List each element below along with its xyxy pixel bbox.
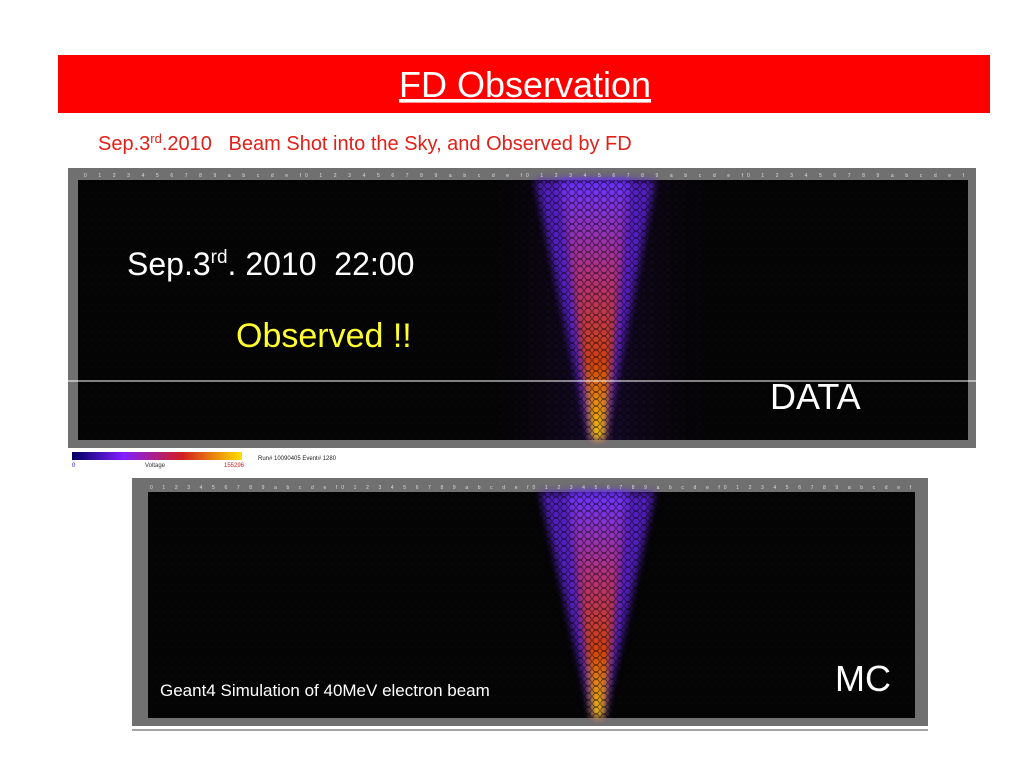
column-labels: 0 1 2 3 4 5 6 7 8 9 a b c d e f [341,485,529,491]
date-text: . 2010 22:00 [228,246,415,282]
subtitle: Sep.3rd.2010 Beam Shot into the Sky, and… [98,131,632,155]
panel-label: MC [835,658,891,699]
column-labels: 0 1 2 3 4 5 6 7 8 9 a b c d e f [724,485,912,491]
date-text: Sep.3 [127,246,211,282]
column-labels: 0 1 2 3 4 5 6 7 8 9 a b c d e f [526,173,744,179]
observed-label: Observed !! [236,317,412,355]
date-label: Sep.3rd. 2010 22:00 [127,246,414,282]
column-labels: 0 1 2 3 4 5 6 7 8 9 a b c d e f [305,173,523,179]
subtitle-text: Sep.3 [98,133,150,155]
column-labels: 0 1 2 3 4 5 6 7 8 9 a b c d e f [533,485,721,491]
subtitle-text: .2010 Beam Shot into the Sky, and Observ… [162,133,632,155]
colorbar [72,452,242,460]
run-info: Run# 10090405 Event# 1280 [258,456,337,462]
colorbar-name: Voltage [145,463,166,469]
panel-label: DATA [770,376,861,417]
subtitle-sup: rd [150,131,162,146]
title: FD Observation [399,64,651,105]
date-sup: rd [211,247,228,268]
colorbar-min: 0 [72,463,76,469]
header-bar [58,55,990,113]
mc-caption: Geant4 Simulation of 40MeV electron beam [160,681,490,700]
column-labels: 0 1 2 3 4 5 6 7 8 9 a b c d e f [84,173,302,179]
colorbar-max: 155296 [224,463,245,469]
column-labels: 0 1 2 3 4 5 6 7 8 9 a b c d e f [747,173,965,179]
column-labels: 0 1 2 3 4 5 6 7 8 9 a b c d e f [150,485,338,491]
